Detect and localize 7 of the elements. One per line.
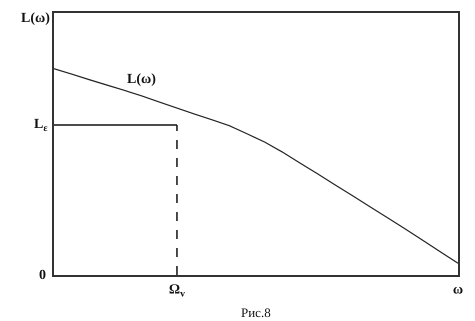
x-tick-label: ω <box>452 282 464 298</box>
text: Рис.8 <box>241 305 271 320</box>
ref-line-label: L$_{ε}$ <box>34 117 48 134</box>
text: 0 <box>39 268 46 283</box>
x-tick-label: Ω$_{v}$ <box>168 282 186 300</box>
series-label: L(ω) <box>127 72 156 87</box>
y-axis-title: L(ω) <box>21 11 50 26</box>
